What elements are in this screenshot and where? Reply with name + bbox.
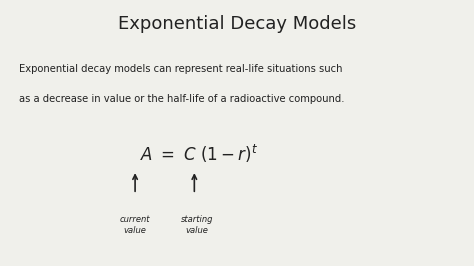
Text: as a decrease in value or the half-life of a radioactive compound.: as a decrease in value or the half-life … xyxy=(19,94,345,105)
Text: starting
value: starting value xyxy=(181,215,213,235)
Text: $A \ = \ C \ (1-r)^{t}$: $A \ = \ C \ (1-r)^{t}$ xyxy=(140,143,258,165)
Text: Exponential Decay Models: Exponential Decay Models xyxy=(118,15,356,33)
Text: Exponential decay models can represent real-life situations such: Exponential decay models can represent r… xyxy=(19,64,342,74)
Text: current
value: current value xyxy=(120,215,150,235)
